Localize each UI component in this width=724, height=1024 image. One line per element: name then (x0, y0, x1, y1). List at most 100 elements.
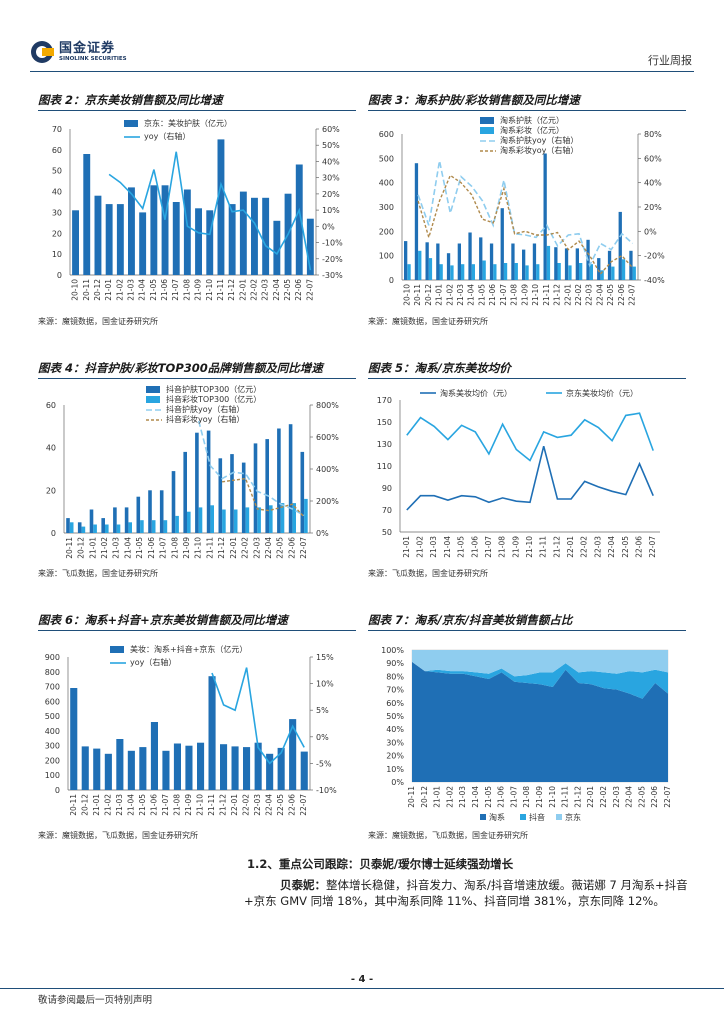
y2-tick-label: 10% (322, 206, 340, 215)
x-tick-label: 22-04 (264, 537, 273, 559)
bar (288, 424, 293, 533)
x-tick-label: 21-11 (207, 794, 216, 816)
x-tick-label: 20-12 (80, 794, 89, 816)
y-tick-label: 300 (379, 203, 394, 212)
bar (266, 753, 274, 790)
bar (187, 511, 191, 533)
x-tick-label: 22-02 (580, 536, 589, 558)
x-tick-label: 21-02 (416, 536, 425, 558)
y-tick-label: 100% (381, 646, 404, 655)
x-tick-label: 21-09 (520, 284, 529, 306)
x-tick-label: 22-01 (586, 786, 595, 808)
legend-label: 淘系彩妆（亿元） (500, 125, 564, 135)
x-tick-label: 21-11 (216, 279, 225, 301)
bar (245, 507, 250, 533)
bar (493, 264, 497, 280)
y2-tick-label: -5% (316, 759, 332, 768)
y-tick-label: 0 (55, 786, 60, 795)
x-tick-label: 21-05 (477, 284, 486, 306)
x-tick-label: 21-07 (171, 279, 180, 301)
y-tick-label: 30% (386, 738, 404, 747)
body-paragraph: 贝泰妮：整体增长稳健，抖音发力、淘系/抖音增速放缓。薇诺娜 7 月淘系+抖音+京… (244, 877, 688, 909)
x-tick-label: 22-07 (628, 284, 637, 306)
bar (159, 490, 164, 533)
bar (300, 751, 308, 790)
bar (243, 747, 251, 790)
series-line (108, 151, 312, 271)
x-tick-label: 21-05 (138, 794, 147, 816)
legend-label: 美妆：淘系+抖音+京东（亿元） (130, 644, 247, 654)
bar (81, 746, 89, 790)
bar (101, 518, 105, 533)
bar (457, 243, 461, 280)
y-tick-label: 70 (382, 506, 392, 515)
chart-title: 图表 2：京东美妆销售额及同比增速 (38, 93, 223, 107)
bar (514, 263, 518, 280)
chart-title: 图表 7：淘系/京东/抖音美妆销售额占比 (368, 613, 573, 627)
chart-source: 来源：飞瓜数据，国金证券研究所 (38, 569, 158, 578)
legend-swatch (480, 117, 494, 124)
bar (265, 439, 269, 533)
legend-label: yoy（右轴） (144, 131, 190, 141)
y2-tick-label: -10% (316, 786, 337, 795)
company-logo: 国金证券 SINOLINK SECURITIES (30, 40, 127, 64)
y-tick-label: 30 (52, 208, 62, 217)
report-type: 行业周报 (648, 54, 692, 67)
y-tick-label: 900 (45, 653, 60, 662)
x-tick-label: 21-01 (104, 279, 113, 301)
bar (436, 243, 440, 280)
bar (148, 490, 152, 533)
x-tick-label: 21-02 (445, 786, 454, 808)
logo-cn: 国金证券 (59, 41, 116, 56)
x-tick-label: 21-07 (159, 537, 168, 559)
x-tick-label: 20-10 (71, 279, 80, 301)
x-tick-label: 21-09 (184, 794, 193, 816)
bar (446, 253, 451, 280)
bar (173, 743, 181, 790)
title-rule (368, 630, 686, 631)
y-tick-label: 0 (57, 271, 62, 280)
bar (414, 163, 419, 280)
bar (407, 264, 411, 280)
y-tick-label: 70% (386, 686, 404, 695)
y-tick-label: 100 (45, 771, 60, 780)
logo-mark-icon (30, 40, 54, 64)
x-tick-label: 21-09 (535, 786, 544, 808)
legend-label: 淘系彩妆yoy（右轴） (500, 145, 578, 155)
bar (575, 248, 579, 280)
x-tick-label: 22-02 (242, 794, 251, 816)
bar (607, 250, 612, 280)
bar (151, 520, 156, 533)
bar (292, 503, 296, 533)
chart-source: 来源：魔镜数据，飞瓜数据，国金证券研究所 (38, 831, 198, 840)
x-tick-label: 21-07 (499, 284, 508, 306)
bar (104, 753, 112, 790)
x-tick-label: 22-06 (288, 794, 297, 816)
chart-source: 来源：魔镜数据，国金证券研究所 (38, 317, 158, 326)
legend-label: 抖音护肤yoy（右轴） (166, 404, 244, 414)
y2-tick-label: -40% (644, 276, 665, 285)
x-tick-label: 22-03 (261, 279, 270, 301)
y2-tick-label: 50% (322, 141, 340, 150)
legend-swatch (520, 814, 526, 820)
x-tick-label: 22-07 (299, 794, 308, 816)
bar (116, 524, 121, 533)
legend-label: 抖音彩妆TOP300（亿元） (166, 394, 261, 404)
bar (163, 520, 168, 533)
x-tick-label: 21-04 (471, 786, 480, 808)
chart-douyin-sales: 0 20 40 60 800% 600% 400% 200% 0% 20-11 20-12 21-01… (46, 384, 339, 559)
x-tick-label: 21-08 (522, 786, 531, 808)
x-tick-label: 21-01 (92, 794, 101, 816)
x-tick-label: 21-11 (561, 786, 570, 808)
bar (222, 509, 226, 533)
chart-title: 图表 4：抖音护肤/彩妆TOP300品牌销售额及同比增速 (38, 361, 323, 375)
bar (66, 518, 70, 533)
y-tick-label: 200 (379, 227, 394, 236)
x-tick-label: 20-12 (93, 279, 102, 301)
y2-tick-label: 30% (322, 174, 340, 183)
x-tick-label: 22-04 (265, 794, 274, 816)
chart-taobao-sales: 0 100 200 300 400 500 600 80% 60% 40% 20% 0% -20% -40… (379, 115, 665, 306)
y-tick-label: 0 (51, 529, 56, 538)
logo-en: SINOLINK SECURITIES (59, 56, 127, 62)
x-tick-label: 21-12 (217, 537, 226, 559)
